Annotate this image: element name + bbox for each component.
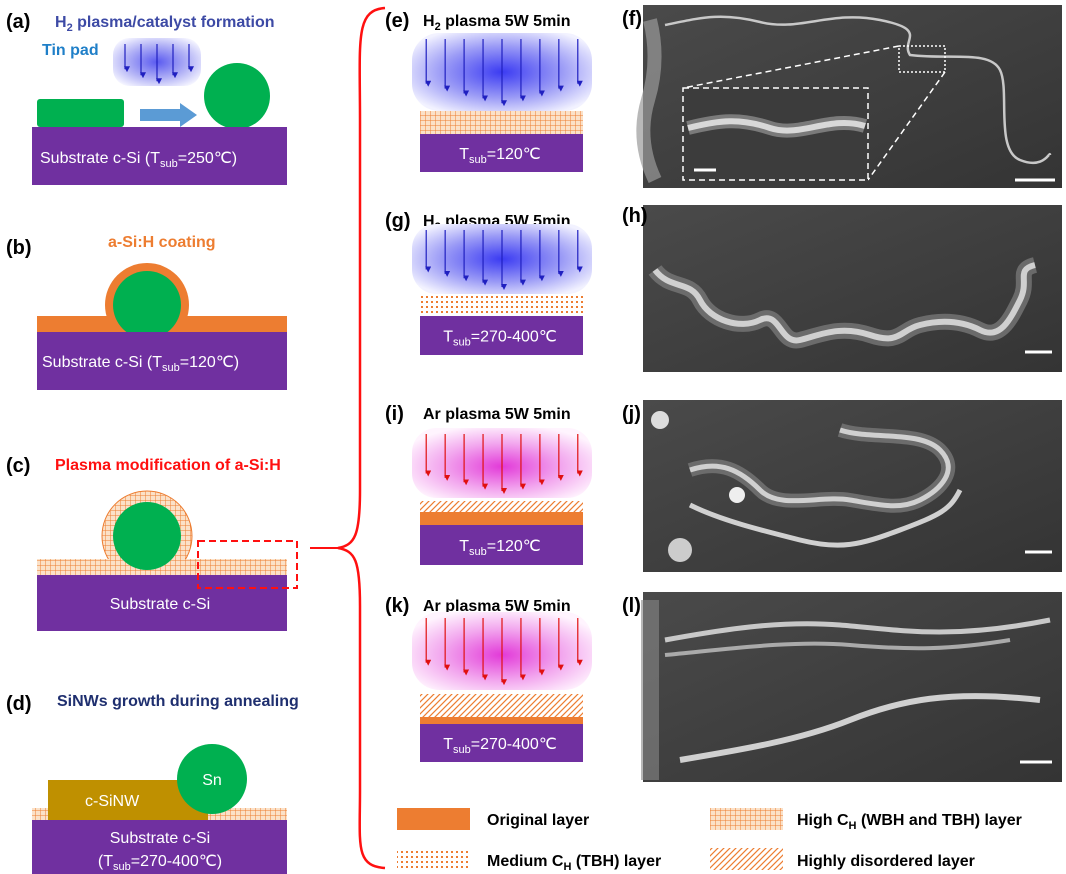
- panel-label: (c): [6, 455, 30, 477]
- panel-label: (d): [6, 693, 32, 715]
- legend-label: Highly disordered layer: [797, 853, 975, 870]
- brace: [338, 8, 385, 868]
- catalyst: [113, 502, 181, 570]
- layer: [420, 501, 583, 512]
- panel-title: H2 plasma/catalyst formation: [55, 14, 275, 34]
- text-part: sub: [469, 154, 487, 166]
- panel-label: (l): [622, 595, 641, 617]
- layer: [420, 295, 583, 316]
- tin-pad-label: Tin pad: [42, 42, 99, 59]
- legend-label: High CH (WBH and TBH) layer: [797, 812, 1022, 832]
- legend-swatch: [710, 848, 783, 870]
- legend-label: Medium CH (TBH) layer: [487, 853, 661, 873]
- panel-label: (a): [6, 11, 30, 33]
- text-part: sub: [453, 337, 471, 349]
- substrate-label: Substrate c-Si: [110, 830, 210, 847]
- panel-title: H2 plasma 5W 5min: [423, 13, 571, 33]
- tin-pad: [37, 99, 124, 127]
- sem-particle: [668, 538, 692, 562]
- panel-label: (f): [622, 8, 642, 30]
- sem-particle: [651, 411, 669, 429]
- catalyst: [204, 63, 270, 129]
- text-part: T: [459, 146, 469, 163]
- text-part: =270-400℃: [471, 329, 557, 346]
- panel-label: (i): [385, 403, 404, 425]
- text-part: plasma 5W 5min: [441, 13, 571, 30]
- panel-title: Ar plasma 5W 5min: [423, 406, 571, 423]
- layer: [420, 717, 583, 724]
- text-part: sub: [469, 546, 487, 558]
- panel-title: SiNWs growth during annealing: [57, 693, 299, 710]
- text-part: T: [443, 736, 453, 753]
- legend-swatch: [397, 808, 470, 830]
- catalyst: [113, 271, 181, 339]
- substrate-label: Substrate c-Si: [110, 596, 210, 613]
- text-part: H: [423, 13, 435, 30]
- legend-swatch: [397, 848, 470, 870]
- sem-particle: [729, 487, 745, 503]
- layer: [420, 111, 583, 134]
- text-part: T: [459, 538, 469, 555]
- text-part: =120℃: [487, 146, 541, 163]
- arrow: [140, 103, 197, 127]
- panel-label: (j): [622, 403, 641, 425]
- panel-title: a-Si:H coating: [108, 234, 216, 251]
- sem-image: [643, 205, 1062, 372]
- text-part: =120℃: [487, 538, 541, 555]
- text-part: =270-400℃: [471, 736, 557, 753]
- panel-label: (k): [385, 595, 409, 617]
- catalyst-label: Sn: [202, 772, 222, 789]
- legend-swatch: [710, 808, 783, 830]
- layer: [420, 694, 583, 717]
- figure: (a) H2 plasma/catalyst formation Tin pad…: [0, 0, 1066, 874]
- panel-title: Plasma modification of a-Si:H: [55, 457, 281, 474]
- panel-label: (h): [622, 205, 648, 227]
- layer: [420, 512, 583, 525]
- panel-label: (g): [385, 210, 411, 232]
- nanowire-label: c-SiNW: [85, 793, 140, 810]
- text-part: sub: [453, 744, 471, 756]
- panel-label: (b): [6, 237, 32, 259]
- legend-label: Original layer: [487, 812, 589, 829]
- panel-label: (e): [385, 10, 409, 32]
- text-part: T: [443, 329, 453, 346]
